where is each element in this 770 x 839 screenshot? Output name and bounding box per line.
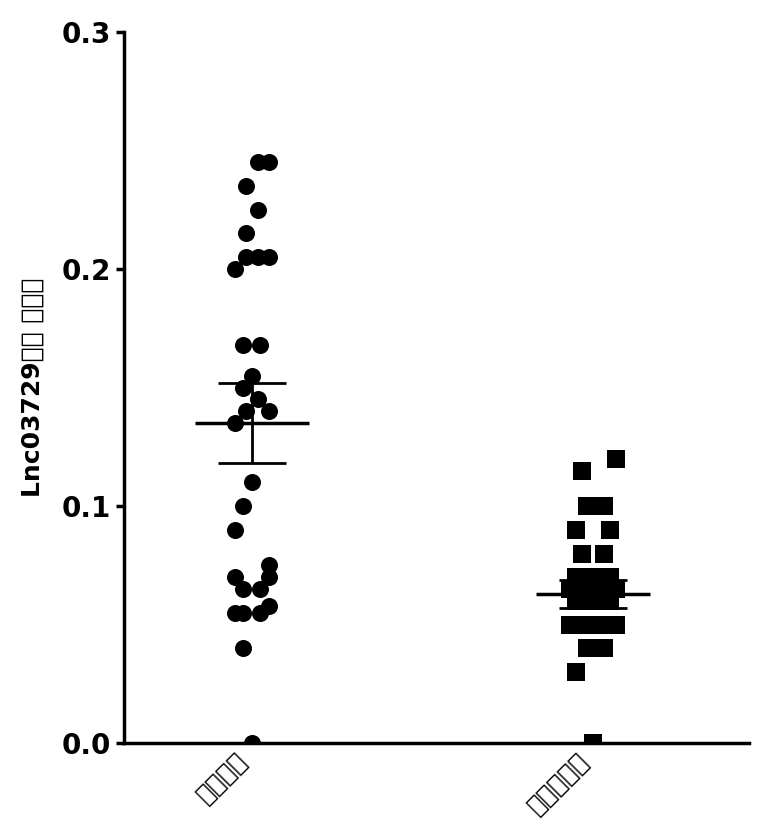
- Point: [263, 571, 275, 584]
- Point: [237, 499, 249, 513]
- Point: [263, 404, 275, 418]
- Point: [610, 582, 622, 596]
- Point: [604, 524, 616, 537]
- Y-axis label: Lnc03729相对 表达量: Lnc03729相对 表达量: [21, 278, 45, 498]
- Point: [237, 338, 249, 352]
- Point: [229, 606, 241, 619]
- Point: [263, 250, 275, 263]
- Point: [575, 618, 588, 632]
- Point: [587, 737, 599, 750]
- Point: [237, 606, 249, 619]
- Point: [575, 547, 588, 560]
- Point: [598, 499, 611, 513]
- Point: [254, 338, 266, 352]
- Point: [252, 250, 264, 263]
- Point: [252, 393, 264, 406]
- Point: [263, 559, 275, 572]
- Point: [263, 155, 275, 169]
- Point: [581, 499, 594, 513]
- Point: [610, 618, 622, 632]
- Point: [246, 476, 258, 489]
- Point: [254, 606, 266, 619]
- Point: [229, 263, 241, 276]
- Point: [575, 582, 588, 596]
- Point: [598, 618, 611, 632]
- Point: [570, 594, 582, 607]
- Point: [246, 369, 258, 383]
- Point: [581, 642, 594, 655]
- Point: [564, 618, 576, 632]
- Point: [237, 381, 249, 394]
- Point: [570, 571, 582, 584]
- Point: [237, 642, 249, 655]
- Point: [610, 452, 622, 466]
- Point: [592, 594, 604, 607]
- Point: [240, 180, 253, 193]
- Point: [237, 582, 249, 596]
- Point: [240, 227, 253, 240]
- Point: [581, 571, 594, 584]
- Point: [598, 582, 611, 596]
- Point: [587, 618, 599, 632]
- Point: [587, 582, 599, 596]
- Point: [598, 642, 611, 655]
- Point: [581, 594, 594, 607]
- Point: [246, 737, 258, 750]
- Point: [570, 665, 582, 679]
- Point: [252, 203, 264, 216]
- Point: [592, 571, 604, 584]
- Point: [229, 524, 241, 537]
- Point: [570, 524, 582, 537]
- Point: [263, 599, 275, 612]
- Point: [604, 594, 616, 607]
- Point: [598, 547, 611, 560]
- Point: [252, 155, 264, 169]
- Point: [240, 404, 253, 418]
- Point: [254, 582, 266, 596]
- Point: [229, 571, 241, 584]
- Point: [575, 464, 588, 477]
- Point: [564, 582, 576, 596]
- Point: [229, 416, 241, 430]
- Point: [240, 250, 253, 263]
- Point: [604, 571, 616, 584]
